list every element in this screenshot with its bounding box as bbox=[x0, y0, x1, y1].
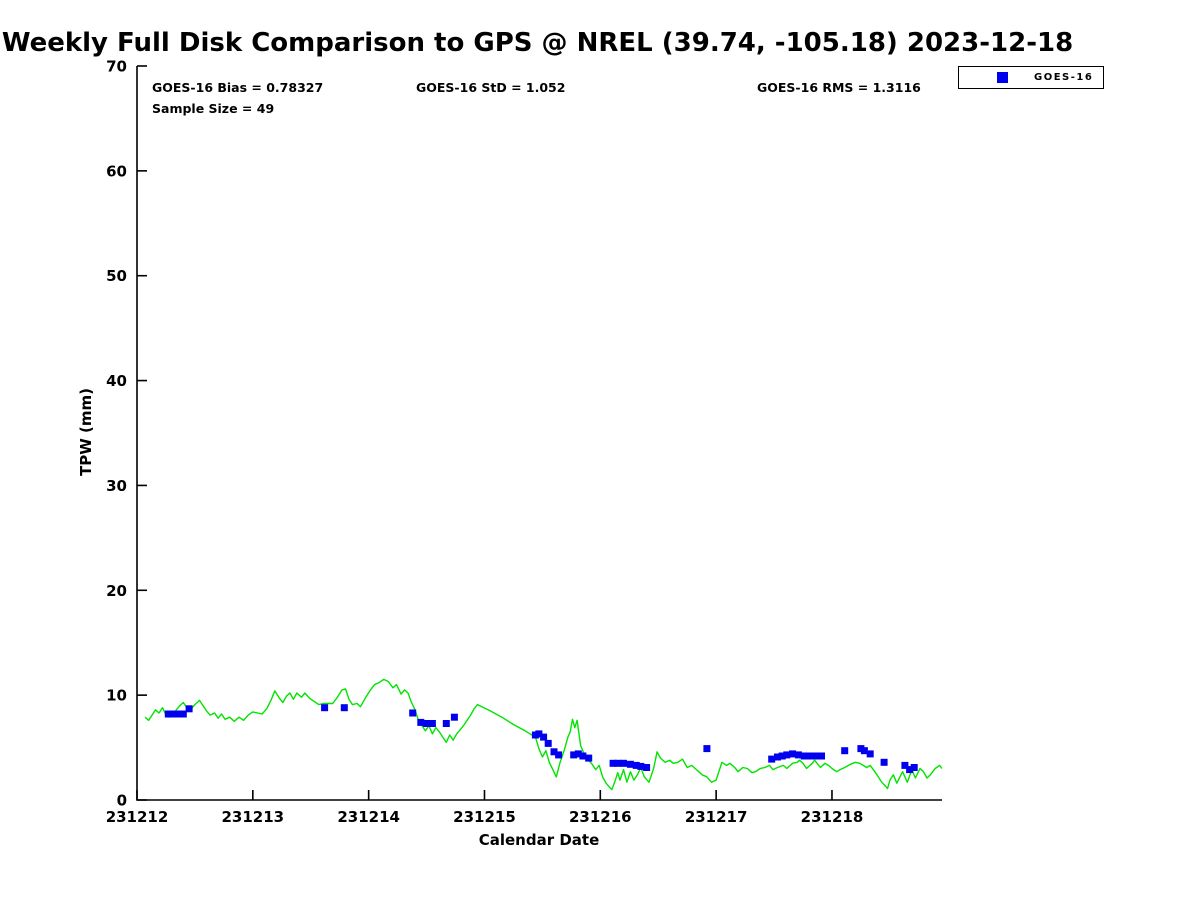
axis-lines bbox=[136, 66, 942, 801]
goes16-data-point bbox=[774, 753, 781, 761]
goes16-data-point bbox=[812, 752, 820, 760]
y-tick-label: 70 bbox=[106, 58, 127, 76]
y-tick-label: 60 bbox=[106, 162, 127, 180]
goes16-data-point bbox=[321, 704, 329, 712]
goes16-data-point bbox=[637, 762, 645, 770]
goes16-data-point bbox=[579, 752, 587, 760]
goes16-data-point bbox=[768, 755, 776, 763]
legend-label: GOES-16 bbox=[1034, 72, 1094, 83]
goes16-data-point bbox=[340, 704, 348, 712]
stat-bias: GOES-16 Bias = 0.78327 bbox=[152, 80, 324, 95]
goes16-data-point bbox=[442, 720, 450, 727]
goes16-data-point bbox=[643, 764, 651, 771]
goes16-data-point bbox=[800, 752, 808, 760]
goes16-data-point bbox=[550, 748, 558, 756]
goes16-data-point bbox=[818, 752, 825, 760]
goes16-data-point bbox=[544, 739, 552, 747]
goes16-data-point bbox=[866, 750, 874, 758]
chart-title: Weekly Full Disk Comparison to GPS @ NRE… bbox=[1, 28, 1074, 58]
stat-rms: GOES-16 RMS = 1.3116 bbox=[757, 80, 921, 95]
goes16-data-point bbox=[450, 713, 458, 721]
legend-square-marker-icon bbox=[997, 72, 1008, 83]
x-tick-label: 231214 bbox=[337, 808, 400, 826]
x-axis-label: Calendar Date bbox=[478, 831, 600, 849]
goes16-data-point bbox=[164, 710, 172, 718]
goes16-data-point bbox=[910, 764, 918, 771]
goes16-data-point bbox=[783, 751, 791, 759]
goes16-data-point bbox=[632, 761, 640, 769]
x-tick-label: 231212 bbox=[106, 808, 169, 826]
y-tick-label: 10 bbox=[106, 687, 127, 705]
y-tick-label: 30 bbox=[106, 477, 127, 495]
goes16-data-point bbox=[585, 754, 593, 762]
stat-sample-size: Sample Size = 49 bbox=[152, 101, 275, 116]
goes16-data-point bbox=[609, 759, 617, 767]
y-tick-label: 0 bbox=[117, 792, 127, 810]
goes16-data-point bbox=[417, 718, 425, 726]
goes16-data-point bbox=[626, 760, 634, 768]
goes16-data-point bbox=[901, 761, 909, 769]
goes16-data-point bbox=[860, 747, 868, 755]
gps-line-series bbox=[144, 678, 943, 791]
goes16-data-point bbox=[841, 747, 849, 755]
goes16-data-point bbox=[535, 730, 543, 738]
goes16-data-point bbox=[423, 720, 431, 727]
goes16-data-point bbox=[428, 720, 436, 727]
x-tick-label: 231213 bbox=[222, 808, 285, 826]
goes16-data-point bbox=[555, 751, 563, 759]
stat-std: GOES-16 StD = 1.052 bbox=[416, 80, 566, 95]
goes16-data-point bbox=[806, 752, 814, 760]
goes16-data-point bbox=[570, 751, 578, 759]
goes16-data-point bbox=[409, 709, 417, 717]
goes16-data-point bbox=[794, 751, 802, 759]
goes16-data-point bbox=[789, 750, 797, 758]
goes16-data-point bbox=[185, 705, 193, 713]
goes16-data-point bbox=[179, 710, 187, 718]
goes16-data-point bbox=[778, 752, 786, 760]
x-tick-label: 231218 bbox=[801, 808, 864, 826]
x-tick-label: 231215 bbox=[453, 808, 516, 826]
y-tick-label: 50 bbox=[106, 267, 127, 285]
goes16-data-point bbox=[880, 758, 888, 766]
goes16-data-point bbox=[175, 710, 183, 718]
goes16-data-point bbox=[703, 745, 711, 753]
goes16-data-point bbox=[169, 710, 177, 718]
x-tick-label: 231217 bbox=[685, 808, 748, 826]
x-tick-label: 231216 bbox=[569, 808, 632, 826]
y-tick-label: 20 bbox=[106, 582, 127, 600]
goes16-data-point bbox=[614, 759, 622, 767]
goes16-data-point bbox=[906, 766, 914, 774]
goes16-data-point bbox=[574, 750, 582, 758]
y-tick-label: 40 bbox=[106, 372, 127, 390]
legend: GOES-16 bbox=[958, 66, 1104, 89]
goes16-data-point bbox=[540, 733, 548, 741]
goes16-data-point bbox=[620, 759, 627, 767]
